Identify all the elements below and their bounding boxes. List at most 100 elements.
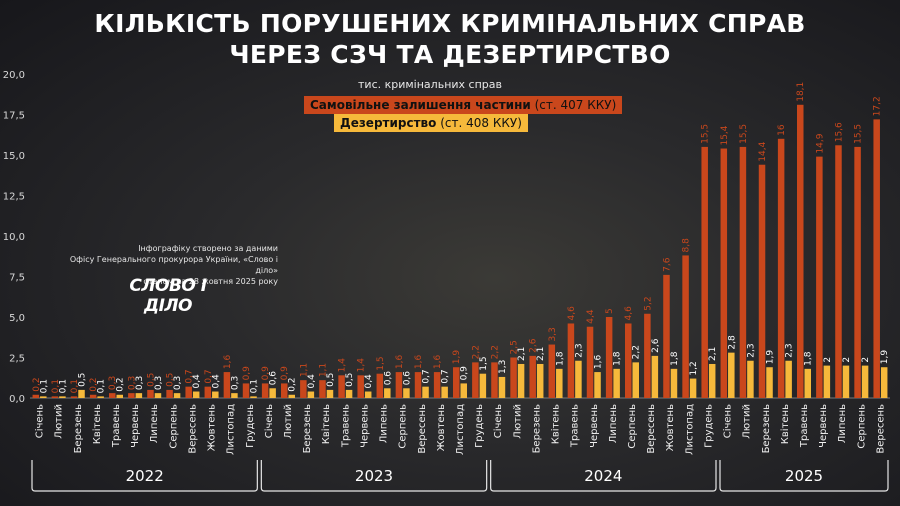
title-line-1: КІЛЬКІСТЬ ПОРУШЕНИХ КРИМІНАЛЬНИХ СПРАВ — [94, 9, 806, 38]
bar-series-b — [689, 378, 697, 398]
data-label-series-b: 0,4 — [364, 374, 374, 389]
legend-label-b: Дезертирство — [340, 116, 437, 130]
legend-item-desertion: Дезертирство (ст. 408 ККУ) — [334, 114, 528, 132]
chart-title: КІЛЬКІСТЬ ПОРУШЕНИХ КРИМІНАЛЬНИХ СПРАВ Ч… — [0, 8, 900, 70]
data-label-series-a: 14,9 — [815, 133, 825, 153]
bar-series-a — [586, 326, 594, 398]
data-label-series-a: 7,6 — [662, 257, 672, 272]
bar-series-b — [135, 393, 143, 398]
data-label-series-a: 2,2 — [471, 345, 481, 359]
bar-series-a — [682, 255, 689, 398]
data-label-series-a: 0,9 — [242, 366, 252, 381]
bar-series-b — [766, 367, 773, 398]
bar-series-b — [575, 360, 582, 398]
bar-series-b — [40, 396, 47, 398]
data-label-series-b: 0,3 — [230, 376, 240, 390]
year-bracket — [490, 460, 717, 492]
data-label-series-b: 0,1 — [39, 379, 49, 393]
bar-series-a — [147, 389, 154, 398]
data-label-series-a: 15,5 — [701, 124, 711, 144]
year-bracket — [31, 460, 258, 492]
data-label-series-b: 1,9 — [880, 350, 890, 365]
y-tick-label: 15,0 — [3, 151, 25, 162]
bar-series-b — [384, 388, 391, 398]
data-label-series-b: 0,5 — [326, 373, 336, 387]
x-tick-label: Квітень — [320, 404, 332, 444]
legend-note-a: (ст. 407 ККУ) — [534, 98, 617, 112]
source-credit: Інфографіку створено за даними Офісу Ген… — [60, 243, 278, 287]
x-tick-label: Листопад — [226, 404, 237, 455]
data-label-series-b: 1,2 — [689, 361, 699, 375]
bar-series-a — [376, 373, 384, 398]
data-label-series-a: 15,5 — [739, 124, 749, 144]
year-label: 2023 — [355, 467, 393, 485]
data-label-series-a: 4,4 — [586, 309, 596, 324]
x-tick-label: Липень — [608, 404, 619, 443]
data-label-series-b: 0,4 — [192, 374, 202, 389]
bar-series-a — [109, 393, 116, 398]
bar-series-a — [510, 357, 517, 398]
bar-series-a — [491, 362, 498, 398]
data-label-series-b: 0,6 — [383, 371, 393, 386]
data-label-series-a: 0,1 — [70, 379, 80, 393]
bar-series-a — [242, 383, 250, 398]
bar-series-a — [223, 372, 231, 398]
data-label-series-b: 2 — [842, 357, 852, 363]
data-label-series-b: 0,5 — [78, 373, 88, 387]
legend-note-b: (ст. 408 ККУ) — [440, 116, 522, 130]
data-label-series-a: 0,3 — [108, 376, 118, 390]
credit-line-3: станом на 28 жовтня 2025 року — [143, 277, 278, 286]
bar-series-b — [173, 393, 181, 398]
bar-series-a — [128, 393, 135, 398]
data-label-series-a: 1,1 — [318, 363, 328, 377]
bar-series-b — [288, 394, 295, 398]
legend-item-desertion-of-unit: Самовільне залишення частини (ст. 407 КК… — [304, 96, 623, 114]
data-label-series-a: 1,6 — [395, 354, 405, 369]
data-label-series-b: 0,3 — [154, 376, 164, 390]
data-label-series-b: 2,8 — [727, 335, 737, 350]
y-tick-label: 0,0 — [9, 394, 25, 405]
bar-series-a — [51, 396, 59, 398]
bar-series-b — [708, 363, 716, 398]
title-line-2: ЧЕРЕЗ СЗЧ ТА ДЕЗЕРТИРСТВО — [229, 40, 671, 69]
data-label-series-a: 0,9 — [280, 366, 290, 381]
bar-series-b — [59, 396, 66, 398]
data-label-series-b: 0,9 — [460, 366, 470, 381]
bar-series-a — [338, 375, 345, 398]
x-tick-label: Січень — [263, 404, 275, 438]
data-label-series-a: 17,2 — [873, 96, 883, 116]
data-label-series-a: 14,4 — [758, 141, 768, 161]
data-label-series-b: 2,3 — [746, 343, 756, 357]
year-label: 2022 — [126, 467, 164, 485]
x-tick-label: Серпень — [627, 404, 638, 449]
bar-series-b — [78, 389, 85, 398]
data-label-series-a: 0,7 — [204, 369, 214, 383]
data-label-series-b: 0,1 — [58, 379, 68, 393]
bar-series-a — [605, 317, 613, 398]
x-tick-label: Березень — [73, 404, 84, 454]
x-tick-label: Вересень — [417, 404, 428, 454]
data-label-series-a: 0,5 — [146, 373, 156, 387]
bar-series-b — [97, 396, 104, 398]
data-label-series-a: 1,5 — [376, 356, 386, 370]
y-tick-label: 17,5 — [3, 111, 25, 122]
y-tick-label: 12,5 — [3, 192, 25, 203]
data-label-series-a: 2,2 — [490, 345, 500, 359]
year-bracket — [719, 460, 889, 492]
bar-series-a — [567, 323, 575, 398]
data-label-series-b: 2,2 — [632, 345, 642, 359]
data-label-series-a: 0,9 — [261, 366, 271, 381]
bar-series-b — [269, 388, 276, 398]
x-tick-label: Березень — [302, 404, 313, 454]
data-label-series-b: 0,1 — [97, 379, 107, 393]
bar-series-b — [192, 391, 200, 398]
unit-label: тис. кримінальних справ — [358, 78, 502, 91]
bar-series-a — [720, 148, 728, 398]
bar-series-a — [281, 383, 288, 398]
data-label-series-a: 1,9 — [452, 350, 462, 365]
bar-series-b — [403, 388, 410, 398]
bar-series-b — [842, 365, 850, 398]
data-label-series-b: 0,1 — [250, 379, 260, 393]
x-tick-label: Грудень — [703, 404, 714, 448]
x-tick-label: Жовтень — [665, 404, 676, 451]
